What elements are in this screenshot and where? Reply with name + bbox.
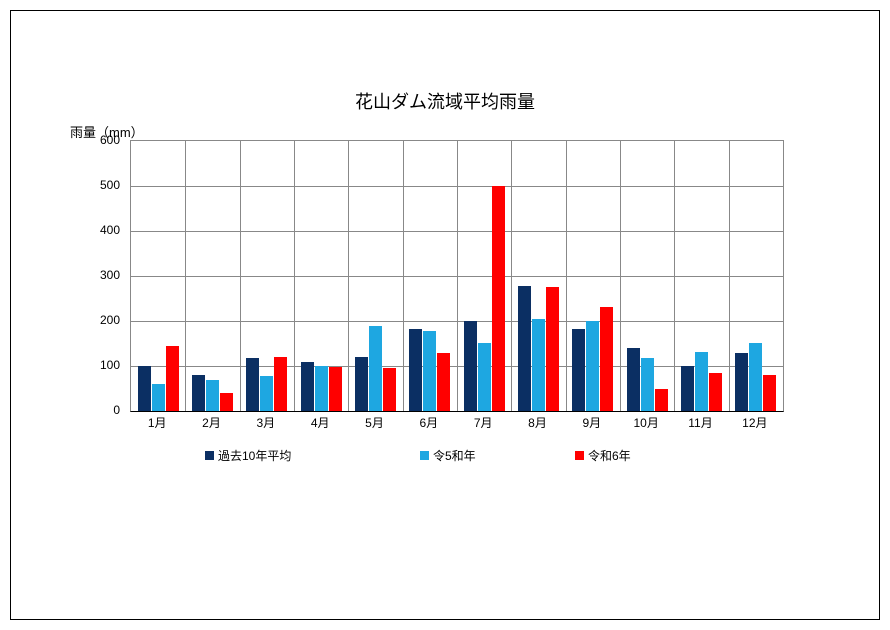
x-tick-label: 8月 — [528, 414, 547, 431]
bar — [735, 353, 748, 412]
chart-title: 花山ダム流域平均雨量 — [0, 88, 890, 114]
bar — [355, 357, 368, 411]
gridline-v — [240, 141, 241, 411]
bar — [600, 307, 613, 411]
bar — [246, 358, 259, 411]
y-tick-label: 0 — [80, 403, 120, 417]
y-tick-label: 200 — [80, 313, 120, 327]
y-axis-ticks: 0100200300400500600 — [80, 140, 126, 410]
bar — [220, 393, 233, 411]
bar — [681, 366, 694, 411]
bar — [655, 389, 668, 412]
bar — [478, 343, 491, 411]
bar — [492, 186, 505, 411]
bar — [518, 286, 531, 411]
x-tick-label: 3月 — [256, 414, 275, 431]
legend-item: 令和6年 — [575, 447, 631, 464]
x-tick-label: 11月 — [688, 414, 712, 431]
bar — [464, 321, 477, 411]
gridline-v — [348, 141, 349, 411]
legend-label: 令和6年 — [588, 447, 631, 464]
bar — [329, 367, 342, 411]
bar — [749, 343, 762, 411]
bar — [383, 368, 396, 411]
bar — [409, 329, 422, 411]
bar — [572, 329, 585, 411]
gridline-v — [674, 141, 675, 411]
bar — [709, 373, 722, 411]
legend-item: 令5和年 — [420, 447, 476, 464]
chart-container: 花山ダム流域平均雨量 雨量（mm） 0100200300400500600 1月… — [0, 0, 890, 630]
x-tick-label: 7月 — [474, 414, 493, 431]
x-tick-label: 6月 — [419, 414, 438, 431]
x-tick-label: 10月 — [633, 414, 658, 431]
gridline-v — [457, 141, 458, 411]
legend-label: 過去10年平均 — [218, 447, 291, 464]
plot-area — [130, 140, 784, 412]
bar — [315, 366, 328, 411]
gridline-v — [403, 141, 404, 411]
legend-label: 令5和年 — [433, 447, 476, 464]
bar — [763, 375, 776, 411]
x-tick-label: 2月 — [202, 414, 221, 431]
bar — [641, 358, 654, 411]
bar — [166, 346, 179, 411]
x-tick-label: 1月 — [148, 414, 167, 431]
legend-item: 過去10年平均 — [205, 447, 291, 464]
bar — [369, 326, 382, 412]
y-tick-label: 400 — [80, 223, 120, 237]
gridline-v — [620, 141, 621, 411]
x-tick-label: 9月 — [582, 414, 601, 431]
bar — [260, 376, 273, 411]
bar — [437, 353, 450, 411]
bar — [138, 366, 151, 411]
bar — [152, 384, 165, 411]
y-tick-label: 600 — [80, 133, 120, 147]
legend: 過去10年平均 令5和年 令和6年 — [130, 444, 782, 466]
bar — [532, 319, 545, 411]
x-tick-label: 4月 — [311, 414, 330, 431]
gridline-v — [185, 141, 186, 411]
x-axis-ticks: 1月 2月 3月 4月 5月 6月 7月 8月 9月 10月 11月 12月 — [130, 414, 782, 438]
bar — [192, 375, 205, 411]
y-tick-label: 100 — [80, 358, 120, 372]
gridline-v — [566, 141, 567, 411]
bar — [301, 362, 314, 412]
gridline-v — [511, 141, 512, 411]
x-tick-label: 5月 — [365, 414, 384, 431]
legend-swatch — [205, 451, 214, 460]
bar — [206, 380, 219, 411]
bar — [423, 331, 436, 411]
y-tick-label: 300 — [80, 268, 120, 282]
legend-swatch — [420, 451, 429, 460]
gridline-v — [294, 141, 295, 411]
x-tick-label: 12月 — [742, 414, 767, 431]
gridline-v — [729, 141, 730, 411]
bar — [546, 287, 559, 411]
legend-swatch — [575, 451, 584, 460]
bar — [274, 357, 287, 411]
y-tick-label: 500 — [80, 178, 120, 192]
bar — [627, 348, 640, 411]
bar — [695, 352, 708, 411]
bar — [586, 321, 599, 411]
